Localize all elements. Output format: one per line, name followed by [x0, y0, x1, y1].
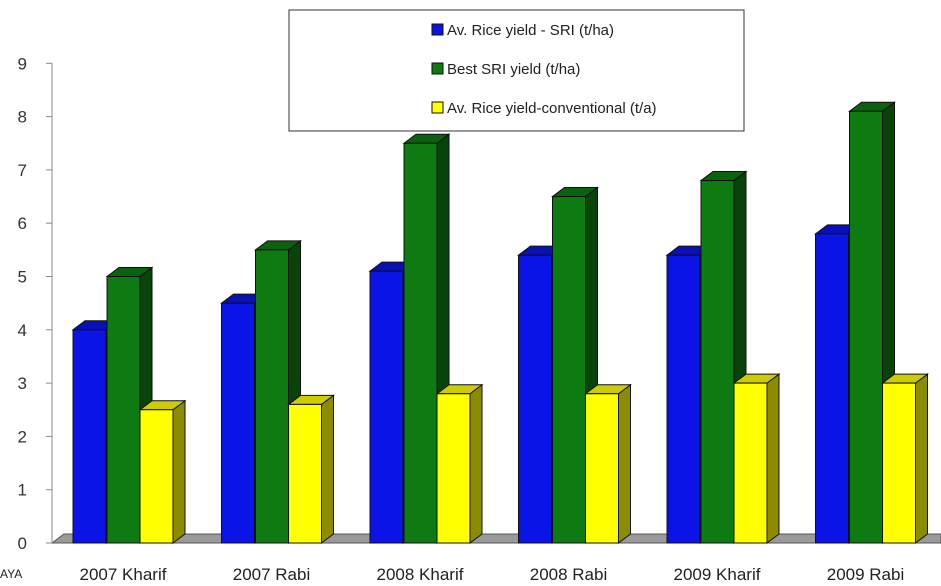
bar-front — [436, 393, 471, 544]
bar — [138, 399, 187, 544]
y-tick-label: 9 — [18, 54, 27, 73]
bar-front — [700, 180, 735, 544]
legend-label: Av. Rice yield - SRI (t/ha) — [447, 22, 614, 39]
bar — [584, 383, 632, 544]
x-category-label: 2009 Rabi — [827, 565, 905, 584]
bar-side — [766, 373, 780, 544]
legend-swatch — [431, 101, 444, 114]
y-tick-label: 6 — [18, 214, 27, 233]
x-category-label: 2008 Kharif — [377, 565, 464, 584]
bar-front — [72, 329, 107, 544]
bar-front — [585, 393, 619, 544]
bar-front — [221, 302, 255, 544]
bar — [732, 373, 781, 544]
corner-fragment-text: AYA — [0, 567, 22, 581]
x-category-label: 2009 Kharif — [674, 565, 761, 584]
y-tick-label: 3 — [18, 374, 27, 393]
y-tick-label: 1 — [18, 481, 27, 500]
floor-plane — [50, 533, 941, 544]
bar-side — [321, 394, 334, 544]
legend: Av. Rice yield - SRI (t/ha) Best SRI yiel… — [288, 9, 745, 132]
bar-front — [552, 196, 586, 544]
bar — [287, 394, 335, 544]
legend-label: Best SRI yield (t/ha) — [447, 61, 580, 78]
bar-side — [172, 399, 186, 544]
y-tick-label: 2 — [18, 427, 27, 446]
bar — [699, 170, 748, 544]
bar-front — [288, 403, 322, 544]
y-axis: 0 1 2 3 4 5 6 7 8 9 — [18, 54, 53, 553]
bar-front — [733, 382, 768, 544]
bar-front — [882, 382, 916, 544]
y-tick-label: 8 — [18, 108, 27, 127]
bar-front — [849, 110, 883, 544]
bar-front — [139, 409, 174, 544]
bar-front — [666, 254, 701, 544]
legend-label: Av. Rice yield-conventional (t/a) — [447, 100, 657, 117]
bar-front — [403, 142, 438, 544]
y-tick-label: 5 — [18, 268, 27, 287]
bar-side — [618, 383, 631, 544]
bar — [435, 383, 484, 544]
bar — [881, 373, 929, 544]
y-tick-label: 7 — [18, 161, 27, 180]
x-category-label: 2007 Kharif — [80, 565, 167, 584]
y-tick-label: 0 — [18, 534, 27, 553]
bar-front — [106, 276, 141, 544]
bar-series — [71, 101, 929, 544]
bar-side — [469, 383, 483, 544]
x-category-label: 2007 Rabi — [233, 565, 311, 584]
bar-front — [815, 233, 849, 544]
bar-front — [369, 270, 404, 544]
x-category-label: 2008 Rabi — [530, 565, 608, 584]
x-axis-labels: 2007 Kharif 2007 Rabi 2008 Kharif 2008 Rabi… — [80, 565, 905, 584]
bar-side — [915, 373, 928, 544]
bar-front — [255, 249, 289, 544]
y-tick-label: 4 — [18, 321, 27, 340]
legend-swatch — [431, 62, 444, 75]
chart-floor — [50, 533, 941, 544]
bar-front — [518, 254, 552, 544]
legend-box — [288, 9, 745, 132]
legend-swatch — [431, 23, 444, 36]
